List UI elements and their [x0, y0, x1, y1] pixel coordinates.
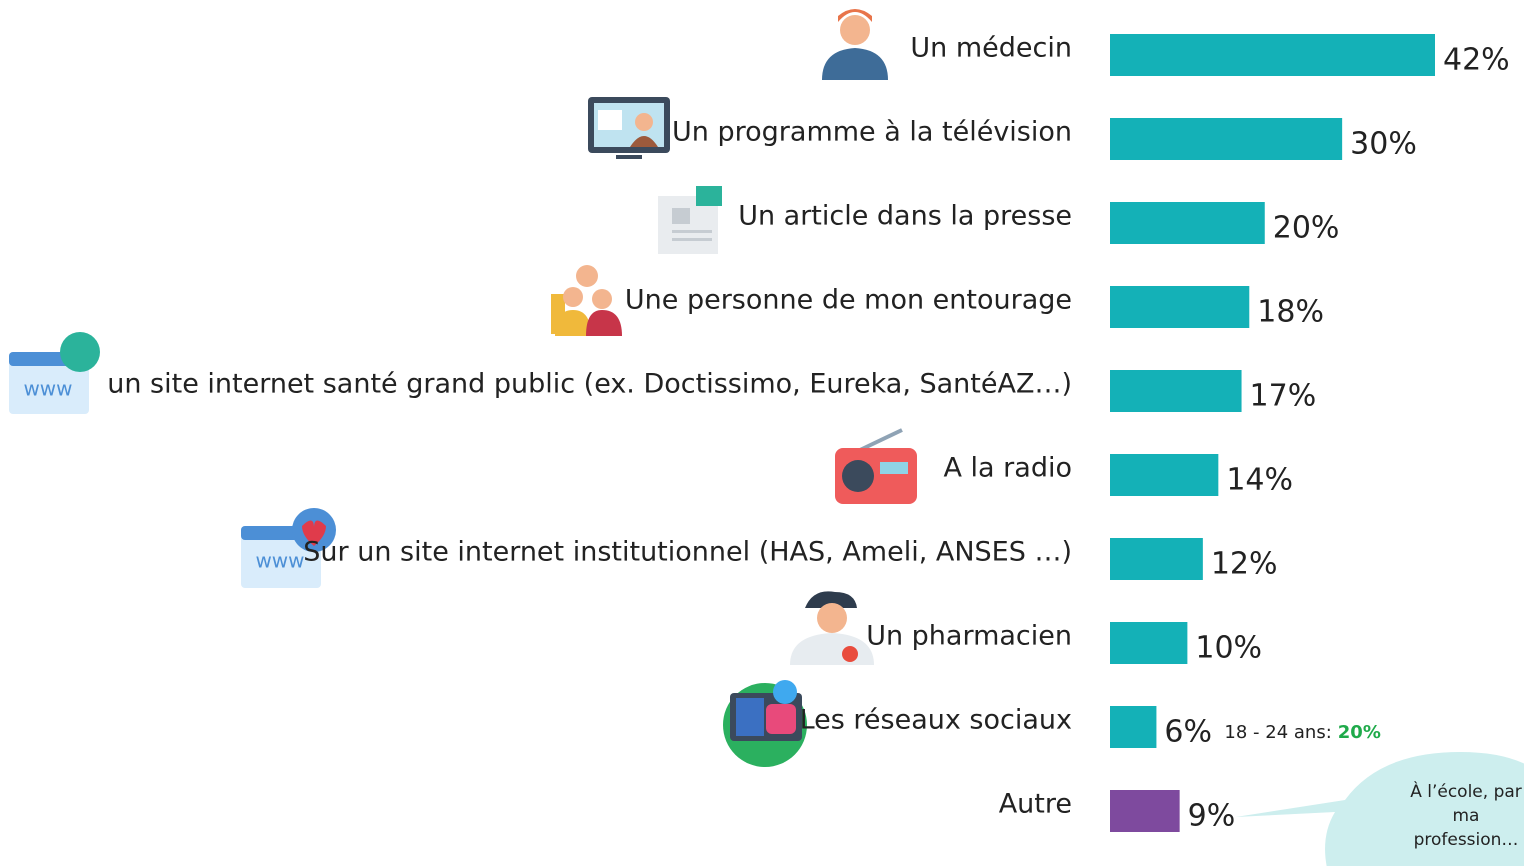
- annotation-text: 18 - 24 ans:: [1224, 722, 1331, 743]
- callout-bubble: [1235, 752, 1524, 866]
- icon-www-institution: www: [241, 508, 336, 588]
- bar: [1110, 118, 1343, 160]
- callout-text: profession…: [1414, 830, 1519, 850]
- category-label: un site internet santé grand public (ex.…: [107, 369, 1072, 400]
- category-label: Autre: [999, 789, 1072, 820]
- category-label: Un médecin: [910, 33, 1072, 64]
- bar: [1110, 286, 1250, 328]
- bar: [1110, 34, 1435, 76]
- category-label: A la radio: [944, 453, 1073, 484]
- category-label: Sur un site internet institutionnel (HAS…: [303, 537, 1072, 568]
- bar: [1110, 202, 1265, 244]
- value-label: 9%: [1188, 799, 1236, 834]
- icon-social: [723, 680, 807, 767]
- category-label: Un article dans la presse: [738, 201, 1072, 232]
- value-label: 6%: [1164, 715, 1212, 750]
- icon-newspaper: [658, 186, 722, 254]
- callout-text: À l’école, par: [1410, 780, 1522, 802]
- icon-pharmacist: [790, 591, 874, 665]
- category-label: Un pharmacien: [866, 621, 1072, 652]
- value-label: 18%: [1257, 295, 1324, 330]
- bar: [1110, 622, 1188, 664]
- bar: [1110, 706, 1157, 748]
- annotation: 18 - 24 ans: 20%: [1224, 722, 1380, 743]
- bar: [1110, 538, 1203, 580]
- svg-text:www: www: [23, 377, 72, 401]
- value-label: 20%: [1273, 211, 1340, 246]
- icon-www: www: [9, 332, 100, 414]
- value-label: 17%: [1250, 379, 1317, 414]
- value-label: 42%: [1443, 43, 1510, 78]
- bar: [1110, 454, 1219, 496]
- value-label: 12%: [1211, 547, 1278, 582]
- bar: [1110, 370, 1242, 412]
- annotation-highlight: 20%: [1338, 722, 1381, 743]
- callout-text: ma: [1453, 806, 1480, 826]
- category-label: Une personne de mon entourage: [625, 285, 1072, 316]
- icon-radio: [835, 428, 917, 504]
- icon-tv: [588, 97, 670, 159]
- bar: [1110, 790, 1180, 832]
- value-label: 10%: [1195, 631, 1262, 666]
- value-label: 14%: [1226, 463, 1293, 498]
- icon-people: [551, 265, 622, 336]
- category-label: Un programme à la télévision: [672, 117, 1072, 148]
- category-label: Les réseaux sociaux: [800, 705, 1072, 736]
- icon-doctor: [822, 9, 888, 80]
- svg-text:www: www: [255, 549, 304, 573]
- value-label: 30%: [1350, 127, 1417, 162]
